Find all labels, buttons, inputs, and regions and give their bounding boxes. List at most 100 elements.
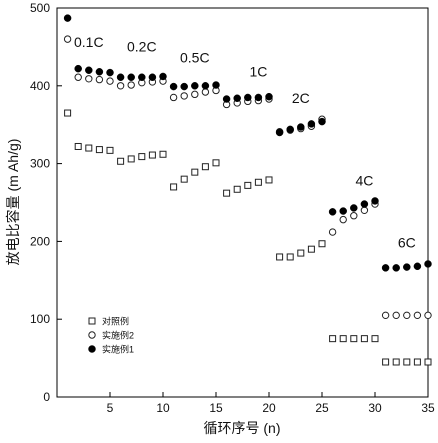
x-tick-label: 5: [107, 401, 114, 415]
data-point-example2: [350, 212, 358, 220]
data-point-example1: [169, 82, 178, 91]
data-point-example2: [413, 311, 422, 320]
data-point-example1: [403, 263, 411, 271]
data-point-control: [318, 240, 326, 248]
plot-frame: [56, 7, 429, 398]
y-tick-label: 400: [30, 79, 50, 93]
data-point-control: [254, 178, 262, 186]
data-point-example1: [106, 68, 114, 77]
data-point-control: [360, 335, 368, 343]
data-point-control: [223, 189, 231, 197]
data-point-control: [117, 157, 125, 165]
data-point-example1: [413, 262, 422, 271]
data-point-control: [329, 335, 337, 343]
data-point-example1: [339, 207, 347, 215]
data-point-control: [233, 185, 241, 193]
data-point-control: [138, 153, 146, 161]
data-point-control: [106, 146, 114, 154]
legend-marker-example1: [88, 345, 96, 353]
y-tick-label: 300: [30, 157, 50, 171]
data-point-control: [64, 109, 72, 117]
data-point-example1: [212, 81, 220, 89]
data-point-example2: [127, 81, 135, 89]
data-point-example1: [392, 264, 400, 272]
data-point-example1: [233, 94, 241, 102]
data-point-example1: [159, 72, 167, 81]
data-point-example1: [424, 260, 432, 268]
data-point-example2: [191, 90, 199, 99]
legend-marker-example2: [88, 331, 96, 339]
legend-label: 对照例: [102, 316, 129, 327]
y-tick-label: 500: [30, 1, 50, 15]
data-point-control: [180, 175, 188, 183]
data-point-example1: [328, 208, 337, 216]
x-tick-label: 35: [421, 401, 435, 415]
data-point-example1: [381, 264, 390, 272]
data-point-example2: [201, 88, 210, 96]
x-tick-label: 30: [368, 401, 382, 415]
x-tick-label: 15: [209, 401, 223, 415]
legend-marker-control: [88, 317, 96, 325]
data-point-control: [74, 142, 82, 150]
rate-label: 4C: [355, 172, 373, 188]
data-point-example1: [138, 73, 146, 81]
data-point-example1: [85, 66, 93, 74]
data-point-example2: [180, 92, 188, 100]
data-point-control: [276, 253, 284, 261]
x-axis-title: 循环序号 (n): [204, 420, 281, 436]
data-point-control: [339, 335, 347, 343]
data-point-example2: [381, 311, 390, 320]
data-point-example2: [74, 73, 82, 81]
data-point-control: [244, 181, 252, 189]
data-point-example1: [254, 93, 263, 102]
data-point-example2: [85, 75, 93, 83]
data-point-example1: [307, 120, 316, 128]
data-point-control: [191, 168, 199, 176]
data-point-example2: [116, 82, 125, 90]
data-point-control: [424, 358, 432, 366]
data-point-example1: [318, 117, 326, 126]
data-point-control: [85, 144, 93, 152]
rate-label: 0.1C: [74, 34, 104, 50]
data-point-example1: [244, 93, 252, 102]
legend-label: 实施例1: [102, 344, 134, 355]
x-tick-label: 20: [262, 401, 276, 415]
data-point-example1: [63, 14, 72, 22]
x-tick-label: 25: [315, 401, 329, 415]
data-point-example1: [201, 82, 210, 90]
data-point-control: [392, 358, 400, 366]
y-axis-title: 放电比容量 (m Ah/g): [5, 139, 21, 266]
data-point-example2: [328, 228, 337, 236]
data-point-control: [286, 253, 294, 261]
data-point-example1: [286, 125, 294, 134]
y-tick-label: 200: [30, 234, 50, 248]
data-point-example1: [127, 73, 135, 81]
data-series: [63, 14, 432, 366]
data-point-example1: [148, 73, 157, 81]
legend-label: 实施例2: [102, 330, 134, 341]
data-point-example2: [95, 75, 104, 84]
x-tick-label: 10: [156, 401, 170, 415]
data-point-example2: [392, 311, 400, 320]
y-tick-label: 100: [30, 312, 50, 326]
rate-label: 2C: [292, 90, 310, 106]
rate-label: 0.5C: [180, 49, 210, 65]
data-point-control: [297, 249, 305, 257]
data-point-example2: [63, 35, 72, 43]
data-point-example2: [424, 311, 432, 320]
data-point-control: [170, 183, 178, 191]
rate-label: 0.2C: [127, 39, 157, 55]
data-point-example2: [403, 311, 411, 320]
data-point-control: [307, 245, 315, 253]
data-point-control: [148, 151, 156, 159]
data-point-example1: [74, 64, 82, 73]
data-point-control: [265, 176, 273, 184]
data-point-example2: [339, 215, 347, 224]
data-point-example1: [297, 123, 305, 131]
rate-labels: 0.1C 0.2C 0.5C 1C 2C 4C 6C: [74, 34, 416, 251]
axis-ticks: 5 10 15 20 25 30 35 0 100 200 300 400 500: [30, 1, 435, 415]
rate-label: 1C: [249, 63, 267, 79]
y-tick-label: 0: [43, 390, 50, 404]
